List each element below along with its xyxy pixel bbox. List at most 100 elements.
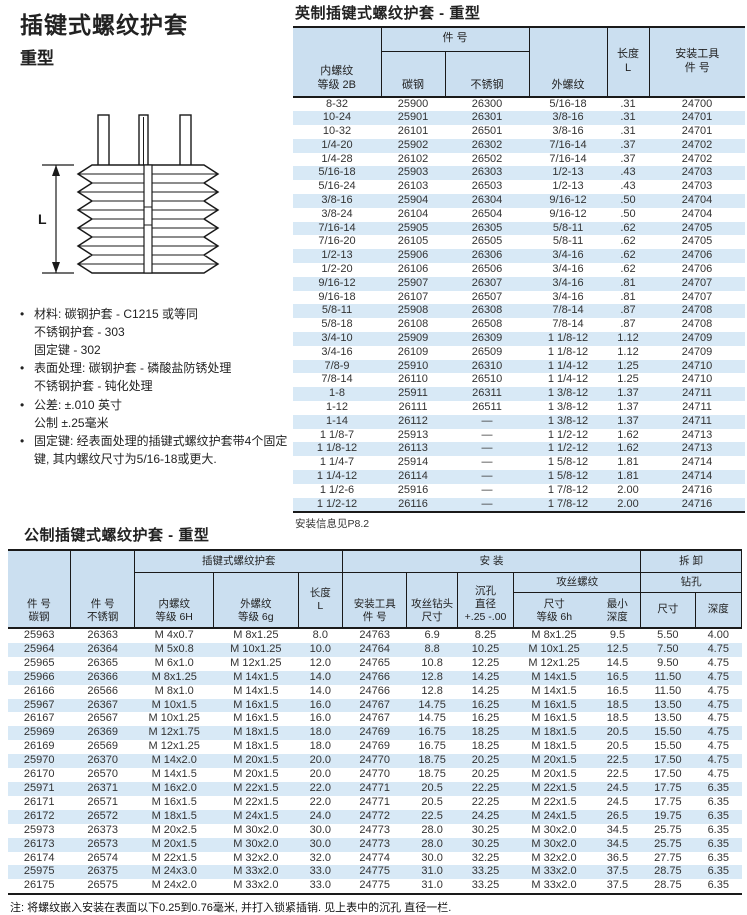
table-cell: 16.25	[457, 698, 514, 713]
table-cell: —	[445, 442, 529, 457]
table-row: 26167 26567 M 10x1.25 M 16x1.5 16.0 24767 14.7…	[8, 712, 742, 726]
table-cell: M 14x1.5	[531, 684, 577, 697]
table-cell: 26574	[87, 851, 118, 864]
table-cell: 10-32	[322, 125, 352, 138]
table-cell: 24711	[682, 401, 712, 414]
table-cell: 16.0	[298, 698, 343, 713]
table-cell: .81	[620, 290, 636, 303]
table-cell: 10-24	[293, 111, 381, 126]
table-cell: 26116	[381, 497, 445, 513]
table-cell: 26501	[471, 125, 503, 138]
table-cell: 26102	[397, 152, 429, 165]
table-row: 25964 26364 M 5x0.8 M 10x1.25 10.0 24764 8.8 10…	[8, 642, 742, 657]
table-cell: .62	[607, 249, 649, 264]
header-min-depth: 最小 深度	[594, 592, 642, 628]
table-cell: M 10x1.25	[213, 642, 299, 657]
table-cell: 1-8	[293, 387, 381, 402]
table-cell: 17.50	[640, 754, 696, 769]
table-cell: M 30x2.0	[513, 837, 595, 852]
table-row: 1 1/4-12 26114—1 5/8-12 1.81 24714	[293, 470, 745, 484]
table-row: 1 1/2-6 25916 — 1 7/8-12 2.00 24716	[293, 484, 745, 498]
table-row: 25966 26366 M 8x1.25 M 14x1.5 14.0 24766 12.8 1…	[8, 670, 742, 685]
table-cell: 9/16-18	[318, 290, 356, 303]
table-row: 26172 26572 M 18x1.5 M 24x1.5 24.0 24772 22.5 2…	[8, 809, 742, 824]
table-row: 26171 26571 M 16x1.5 M 22x1.5 22.0 24771 20.5 2…	[8, 796, 742, 810]
table-cell: 25975	[8, 865, 71, 880]
table-row: 10-24 25901 26301 3/8-16.31 24701	[293, 111, 745, 126]
table-row: 26169 26569 M 12x1.25 M 18x1.5 18.0 24769 16.7…	[8, 740, 742, 754]
table-cell: 26172	[8, 809, 71, 824]
table-cell: 7/8-14	[529, 304, 607, 319]
table-cell: 24713	[681, 428, 713, 441]
table-cell: 28.75	[654, 879, 682, 892]
table-cell: 15.50	[654, 740, 682, 753]
table-cell: M 12x1.75	[134, 726, 214, 741]
table-cell: 24769	[359, 740, 391, 753]
table-cell: 1 1/4-12	[547, 373, 589, 386]
table-cell: 12.5	[594, 642, 641, 657]
table-cell: 6.35	[707, 879, 729, 892]
table-cell: 5/8-11	[529, 221, 607, 236]
table-cell: 26309	[445, 332, 529, 346]
table-cell: 1 1/2-12	[547, 428, 589, 441]
table-cell: 4.75	[707, 684, 729, 697]
table-cell: 25970	[8, 754, 71, 769]
table-cell: 1.12	[617, 345, 639, 358]
header-drill-depth: 深度	[695, 592, 743, 628]
table-cell: 26569	[87, 740, 118, 753]
table-cell: 25905	[381, 221, 445, 236]
table-cell: 24713	[649, 442, 745, 457]
table-cell: M 22x1.5	[213, 781, 299, 796]
table-row: 3/8-16 25904 26304 9/16-12.50 24704	[293, 194, 745, 208]
table-cell: —	[445, 497, 529, 513]
table-cell: M 6x1.0	[154, 656, 194, 669]
table-cell: 20.25	[471, 768, 500, 781]
table-cell: 24705	[681, 235, 713, 248]
table-cell: 6.35	[695, 809, 742, 824]
table-cell: 3/8-16	[552, 125, 584, 138]
table-cell: 3/8-24	[321, 207, 353, 220]
table-cell: 4.75	[695, 698, 742, 713]
table-cell: 24763	[359, 629, 391, 641]
table-cell: 16.5	[606, 684, 629, 697]
table-cell: M 33x2.0	[513, 865, 595, 880]
table-cell: 24773	[359, 823, 391, 836]
table-cell: 26508	[471, 318, 503, 331]
table-cell: 8.8	[406, 642, 458, 657]
table-cell: 5/8-18	[321, 318, 353, 331]
arrow-down-icon	[52, 262, 60, 273]
table-cell: 16.75	[418, 740, 446, 753]
table-cell: M 8x1.0	[154, 684, 194, 697]
table-cell: 13.50	[654, 712, 682, 725]
table-cell: 24775	[359, 879, 391, 892]
table-cell: M 24x3.0	[134, 865, 214, 880]
table-cell: M 18x1.5	[513, 726, 595, 741]
table-cell: 24701	[681, 125, 713, 138]
table-cell: 28.0	[421, 823, 443, 836]
header-drill-group: 钻孔	[640, 572, 742, 593]
table-cell: M 20x1.5	[134, 837, 214, 852]
table-cell: 12.8	[421, 684, 443, 697]
table-cell: 1/2-13	[529, 166, 607, 181]
table-cell: 18.25	[457, 726, 514, 741]
table-cell: 25902	[381, 138, 445, 153]
table-cell: 3/4-16	[552, 290, 584, 303]
table-cell: M 32x2.0	[531, 851, 577, 864]
table-cell: 30.0	[421, 851, 443, 864]
insert-diagram: L	[28, 107, 292, 300]
table-cell: 18.5	[606, 712, 629, 725]
table-cell: 1/4-20	[293, 138, 381, 153]
table-cell: 16.5	[594, 670, 641, 685]
table-cell: 14.5	[606, 656, 629, 669]
table-cell: 5/16-18	[293, 166, 381, 181]
table-cell: 24708	[649, 304, 745, 319]
table-cell: 24703	[649, 166, 745, 181]
metric-table-title: 公制插键式螺纹护套 - 重型	[24, 527, 210, 544]
table-cell: 30.0	[309, 823, 332, 836]
table-cell: 10.25	[457, 642, 514, 657]
table-cell: 1.62	[617, 428, 639, 441]
table-cell: 1 1/8-7	[319, 428, 355, 441]
table-cell: 9.5	[609, 629, 626, 641]
bullet-icon: •	[20, 397, 25, 412]
table-cell: 16.0	[309, 712, 332, 725]
